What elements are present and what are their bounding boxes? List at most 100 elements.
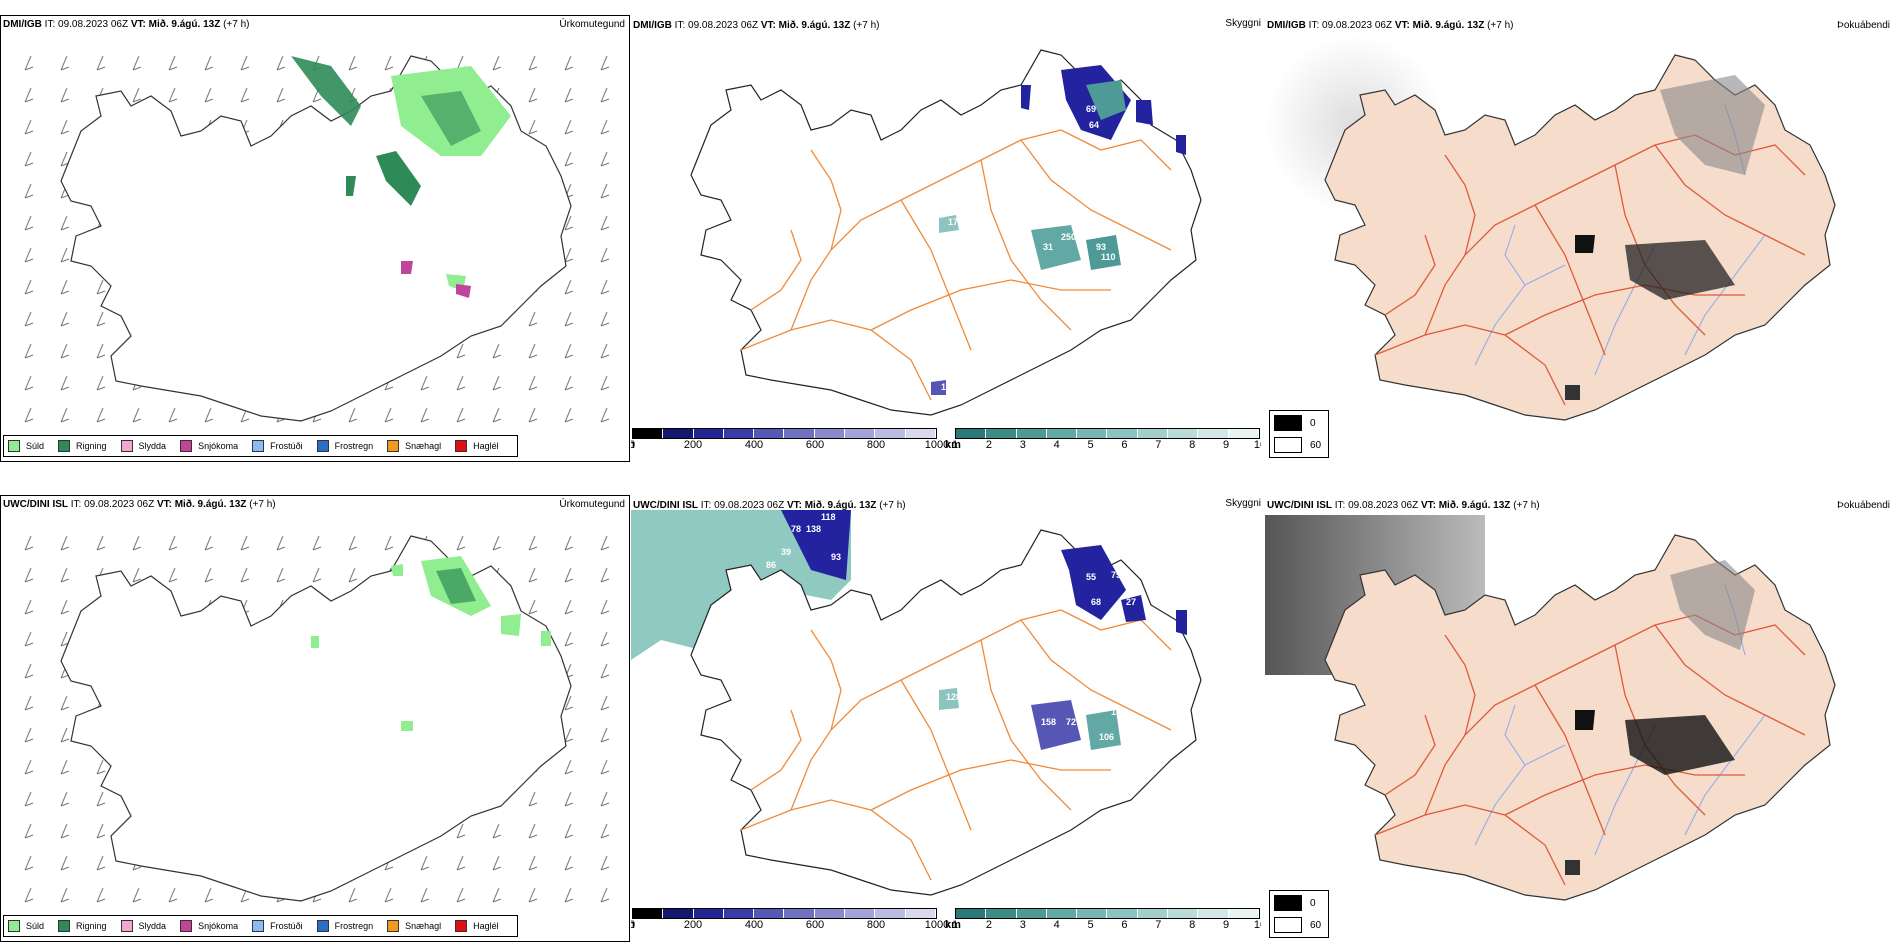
legend-label: Frostúði (270, 921, 303, 931)
colorbar-tick: 8 (1189, 919, 1196, 931)
legend-label: Snæhagl (405, 921, 442, 931)
colorbar-segment (956, 429, 987, 438)
precip-areas (311, 556, 551, 731)
colorbar-tick: 8 (1189, 439, 1196, 451)
visibility-label: 138 (806, 524, 821, 534)
init-time: IT: 09.08.2023 06Z (1332, 500, 1421, 511)
visibility-label: 58 (1043, 82, 1053, 92)
legend-item-frostúði: Frostúði (252, 440, 303, 452)
visibility-panel-row2: UWC/DINI ISL IT: 09.08.2023 06Z VT: Mið.… (631, 480, 1261, 942)
visibility-label: 55 (1086, 572, 1096, 582)
colorbar-tick: 6 (1121, 919, 1128, 931)
precip-panel-row2: UWC/DINI ISL IT: 09.08.2023 06Z VT: Mið.… (0, 495, 630, 942)
legend-item-frostúði: Frostúði (252, 920, 303, 932)
colorbar-tick: 9 (1223, 439, 1230, 451)
legend-swatch (455, 440, 468, 452)
visibility-colorbar-m: m0 200 400 600 800 1000 (631, 908, 949, 942)
model-name: DMI/IGB (633, 20, 672, 31)
legend-swatch (252, 920, 265, 932)
valid-time: VT: Mið. 9.ágú. 13Z (760, 20, 851, 31)
colorbar-tick: 10 (1253, 439, 1261, 451)
colorbar-tick: 1 (951, 439, 959, 451)
colorbar-tick: 0 (631, 439, 636, 451)
colorbar-unit: m (631, 919, 635, 931)
precip-areas (291, 56, 511, 298)
visibility-label: 69 (1086, 104, 1096, 114)
visibility-colorbar-m: m0 200 400 600 800 1000 (631, 428, 949, 462)
visibility-label: 72 (1066, 717, 1076, 727)
fog-legend: 0 60 (1269, 410, 1329, 458)
colorbar-tick: 2 (985, 439, 992, 451)
colorbar-tick: 5 (1087, 439, 1094, 451)
visibility-label: 52 (1131, 122, 1141, 132)
legend-label: Haglél (473, 921, 499, 931)
visibility-label: 110 (1101, 252, 1116, 262)
legend-swatch (387, 920, 400, 932)
colorbar-segment (1107, 909, 1138, 918)
colorbar-unit: km (945, 919, 961, 931)
colorbar-segment (784, 909, 815, 918)
legend-label: Frostregn (334, 441, 374, 451)
visibility-label: 250 (1061, 232, 1076, 242)
panel-title: Þokuábendi (1837, 500, 1890, 511)
precip-panel-row1: DMI/IGB IT: 09.08.2023 06Z VT: Mið. 9.ág… (0, 15, 630, 462)
colorbar-segment (1077, 429, 1108, 438)
colorbar-tick: 200 (683, 439, 703, 451)
colorbar-segment (693, 909, 724, 918)
low-visibility-areas (939, 545, 1187, 750)
fog-panel-row1: DMI/IGB IT: 09.08.2023 06Z VT: Mið. 9.ág… (1265, 0, 1900, 462)
panel-header: DMI/IGB IT: 09.08.2023 06Z VT: Mið. 9.ág… (1267, 20, 1514, 31)
valid-time: VT: Mið. 9.ágú. 13Z (1394, 20, 1485, 31)
colorbar-tick: 800 (866, 439, 886, 451)
colorbar-segment (905, 909, 936, 918)
visibility-label: 57 (961, 212, 971, 222)
legend-item-súld: Súld (8, 440, 44, 452)
valid-time: VT: Mið. 9.ágú. 13Z (156, 499, 247, 510)
colorbar-tick: 1 (951, 919, 959, 931)
legend-item-slydda: Slydda (120, 440, 166, 452)
fog-swatch-0 (1274, 415, 1302, 431)
fog-label-60: 60 (1310, 919, 1322, 931)
panel-header: UWC/DINI ISL IT: 09.08.2023 06Z VT: Mið.… (3, 499, 276, 510)
colorbar-segment (1168, 909, 1199, 918)
init-time: IT: 09.08.2023 06Z (698, 500, 787, 511)
legend-item-snjókoma: Snjókoma (180, 440, 238, 452)
visibility-label: 106 (1099, 732, 1114, 742)
init-time: IT: 09.08.2023 06Z (41, 19, 131, 30)
colorbar-segment (784, 429, 815, 438)
lead-time: (+7 h) (220, 19, 250, 30)
colorbar-segment (1228, 429, 1259, 438)
valid-time: VT: Mið. 9.ágú. 13Z (130, 19, 221, 30)
legend-item-frostregn: Frostregn (316, 440, 374, 452)
colorbar-tick: 600 (805, 919, 825, 931)
lead-time: (+7 h) (1510, 500, 1540, 511)
legend-label: Snæhagl (405, 441, 442, 451)
model-name: UWC/DINI ISL (1267, 500, 1332, 511)
legend-label: Frostúði (270, 441, 303, 451)
legend-swatch (387, 440, 400, 452)
legend-item-rigning: Rigning (58, 440, 107, 452)
legend-item-haglél: Haglél (455, 440, 499, 452)
colorbar-segment (1137, 909, 1169, 918)
visibility-label: 93 (1096, 242, 1106, 252)
legend-swatch (180, 920, 193, 932)
colorbar-segment (1016, 429, 1047, 438)
colorbar-unit: km (945, 439, 961, 451)
colorbar-segment (754, 909, 785, 918)
visibility-label: 118 (821, 512, 836, 522)
colorbar-tick: 4 (1053, 919, 1060, 931)
visibility-labels: 118 78 138 93 86 39 95 41 55 75 68 27 80 72 128 158 72 10… (741, 512, 1171, 742)
colorbar-segment (1046, 909, 1078, 918)
panel-header: UWC/DINI ISL IT: 09.08.2023 06Z VT: Mið.… (1267, 500, 1540, 511)
colorbar-segment (723, 429, 755, 438)
visibility-label: 158 (1041, 717, 1056, 727)
visibility-label: 31 (1043, 242, 1053, 252)
fog-map (1265, 515, 1836, 901)
colorbar-tick: 10 (1253, 919, 1261, 931)
legend-item-snæhagl: Snæhagl (387, 440, 441, 452)
legend-swatch (120, 440, 133, 452)
valid-time: VT: Mið. 9.ágú. 13Z (1420, 500, 1511, 511)
visibility-label: 27 (1126, 597, 1136, 607)
visibility-label: 95 (741, 587, 751, 597)
panel-title: Úrkomutegund (559, 499, 625, 510)
